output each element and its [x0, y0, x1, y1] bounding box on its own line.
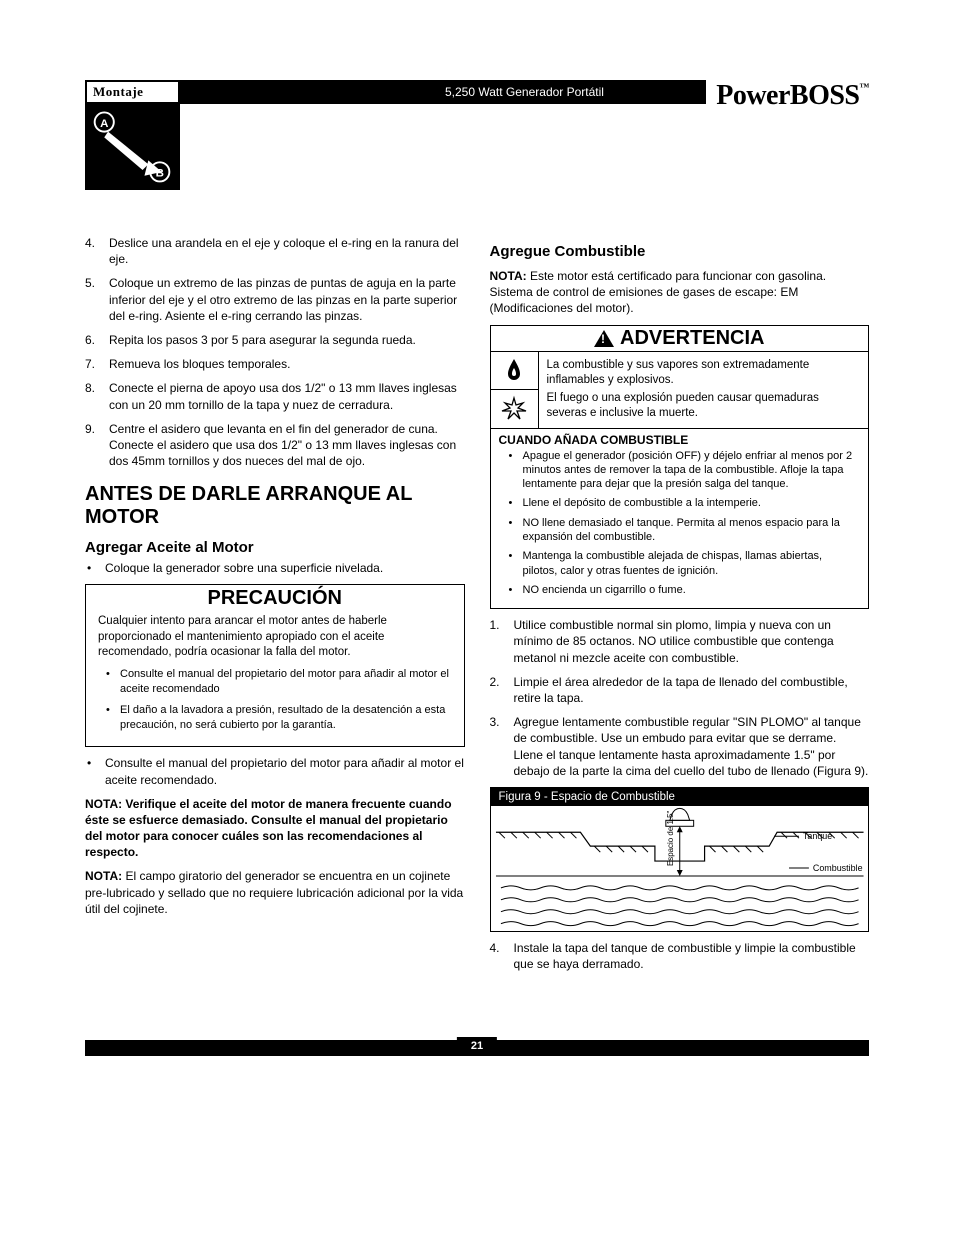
caution-lead: Cualquier intento para arancar el motor …	[98, 614, 452, 661]
page-header: Montaje A B 5,250 Watt Generador Portáti…	[85, 80, 869, 190]
svg-text:A: A	[100, 118, 108, 130]
list-item: 6.Repita los pasos 3 por 5 para asegurar…	[85, 332, 465, 348]
explosion-icon	[491, 390, 539, 428]
flammable-icon	[491, 352, 539, 390]
fuel-steps: 1.Utilice combustible normal sin plomo, …	[490, 617, 870, 779]
oil-bullets-2: Consulte el manual del propietario del m…	[85, 755, 465, 787]
list-item: 1.Utilice combustible normal sin plomo, …	[490, 617, 870, 666]
caution-body: Cualquier intento para arancar el motor …	[86, 612, 464, 746]
right-column: Agregue Combustible NOTA: Este motor est…	[490, 235, 870, 980]
warning-text: La combustible y sus vapores son extrema…	[539, 352, 869, 428]
list-item: Mantenga la combustible alejada de chisp…	[499, 549, 861, 578]
subsection-heading: Agregue Combustible	[490, 243, 870, 260]
warning-triangle-icon	[594, 330, 614, 347]
svg-text:Tanque: Tanque	[802, 831, 831, 841]
list-item: 2.Limpie el área alrededor de la tapa de…	[490, 674, 870, 706]
list-item: Apague el generador (posición OFF) y déj…	[499, 449, 861, 492]
svg-text:Combustible: Combustible	[812, 863, 862, 873]
figure-title: Figura 9 - Espacio de Combustible	[491, 788, 869, 806]
oil-bullets: Coloque la generador sobre una superfici…	[85, 560, 465, 576]
list-item: Consulte el manual del propietario del m…	[98, 667, 452, 697]
list-item: Consulte el manual del propietario del m…	[85, 755, 465, 787]
warning-box: ADVERTENCIA La combustible y sus vapores…	[490, 325, 870, 610]
list-item: 3.Agregue lentamente combustible regular…	[490, 714, 870, 779]
list-item: El daño a la lavadora a presión, resulta…	[98, 703, 452, 733]
note-bold: NOTA: Verifique el aceite del motor de m…	[85, 796, 465, 861]
montaje-diagram: A B	[85, 104, 180, 190]
list-item: 7.Remueva los bloques temporales.	[85, 356, 465, 372]
section-heading: ANTES DE DARLE ARRANQUE AL MOTOR	[85, 483, 465, 529]
fuel-steps-2: 4.Instale la tapa del tanque de combusti…	[490, 940, 870, 972]
fuel-note: NOTA: Este motor está certificado para f…	[490, 268, 870, 317]
list-item: 9.Centre el asidero que levanta en el fi…	[85, 421, 465, 470]
list-item: 8.Conecte el pierna de apoyo usa dos 1/2…	[85, 380, 465, 412]
figure-body: Tanque Combustible Espacio de 1.5"	[491, 806, 869, 931]
warning-subhead: CUANDO AÑADA COMBUSTIBLE	[491, 429, 869, 449]
assembly-steps: 4.Deslice una arandela en el eje y coloq…	[85, 235, 465, 469]
note: NOTA: El campo giratorio del generador s…	[85, 868, 465, 917]
content-columns: 4.Deslice una arandela en el eje y coloq…	[85, 235, 869, 980]
svg-text:Espacio de 1.5": Espacio de 1.5"	[665, 810, 674, 866]
warning-icons	[491, 352, 539, 428]
caution-box: PRECAUCIÓN Cualquier intento para aranca…	[85, 584, 465, 747]
list-item: 5.Coloque un extremo de las pinzas de pu…	[85, 275, 465, 324]
brand-logo: PowerBOSS™	[706, 80, 869, 112]
warning-list: Apague el generador (posición OFF) y déj…	[491, 449, 869, 609]
left-column: 4.Deslice una arandela en el eje y coloq…	[85, 235, 465, 980]
warning-title: ADVERTENCIA	[491, 326, 869, 352]
list-item: 4.Instale la tapa del tanque de combusti…	[490, 940, 870, 972]
figure-9: Figura 9 - Espacio de Combustible	[490, 787, 870, 932]
montaje-block: Montaje A B	[85, 80, 180, 190]
page-number: 21	[457, 1037, 497, 1055]
list-item: Coloque la generador sobre una superfici…	[85, 560, 465, 576]
list-item: Llene el depósito de combustible a la in…	[499, 496, 861, 510]
list-item: 4.Deslice una arandela en el eje y coloq…	[85, 235, 465, 267]
caution-title: PRECAUCIÓN	[86, 585, 464, 612]
list-item: NO encienda un cigarrillo o fume.	[499, 583, 861, 597]
section-tab: Montaje	[85, 80, 180, 104]
subsection-heading: Agregar Aceite al Motor	[85, 539, 465, 556]
page-footer: 21	[85, 1040, 869, 1056]
list-item: NO llene demasiado el tanque. Permita al…	[499, 516, 861, 545]
